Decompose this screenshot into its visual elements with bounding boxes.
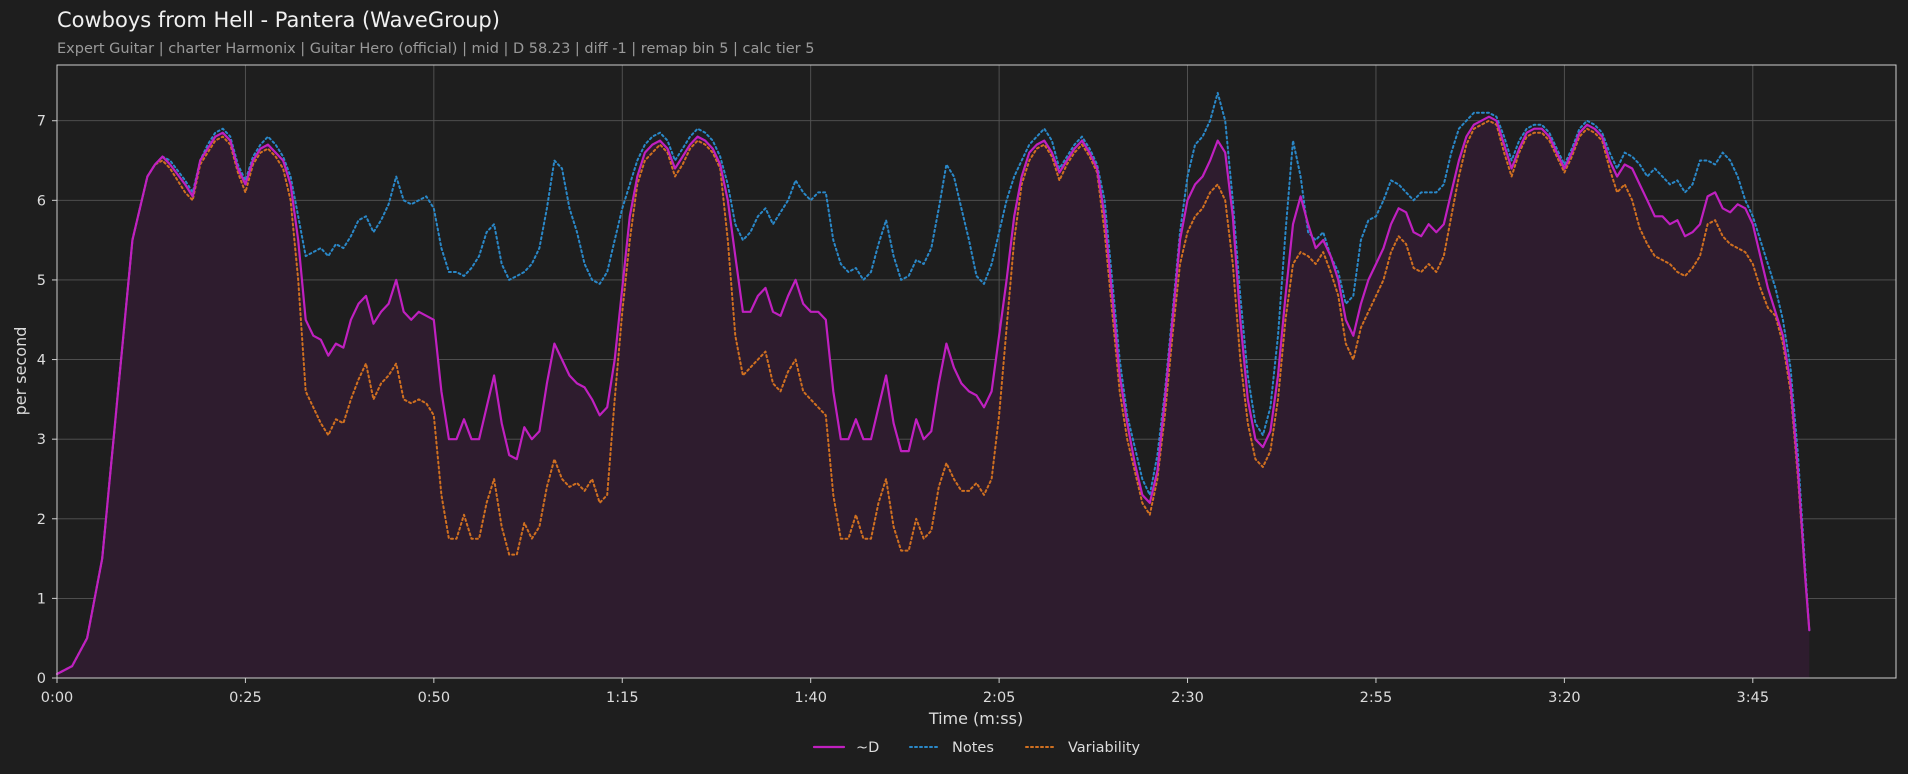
- chart-subtitle: Expert Guitar | charter Harmonix | Guita…: [57, 41, 815, 57]
- y-tick-label: 6: [37, 193, 46, 209]
- x-tick-label: 1:40: [794, 690, 827, 706]
- x-tick-label: 0:50: [418, 690, 451, 706]
- y-tick-label: 3: [37, 432, 46, 448]
- x-tick-label: 1:15: [606, 690, 639, 706]
- series-line-d: [55, 115, 1811, 676]
- x-axis-ticks: 0:00 0:25 0:50 1:15 1:40 2:05 2:30 2:55 3:20 3:45: [41, 678, 1769, 706]
- y-axis-label: per second: [11, 327, 30, 416]
- series-line-notes: [56, 91, 1811, 675]
- x-tick-label: 0:25: [229, 690, 262, 706]
- series-layer: [55, 91, 1811, 678]
- x-tick-label: 2:30: [1171, 690, 1204, 706]
- y-tick-label: 4: [37, 353, 46, 369]
- legend-label: ~D: [856, 740, 879, 756]
- x-tick-label: 2:05: [983, 690, 1016, 706]
- d-area-fill: [57, 116, 1810, 678]
- x-tick-label: 0:00: [41, 690, 74, 706]
- legend: ~D Notes Variability: [812, 740, 1141, 756]
- chart-title: Cowboys from Hell - Pantera (WaveGroup): [57, 8, 500, 32]
- plot-frame: [56, 64, 1897, 679]
- x-tick-label: 3:20: [1548, 690, 1581, 706]
- legend-label: Variability: [1068, 740, 1141, 756]
- y-tick-label: 5: [37, 273, 46, 289]
- y-axis-ticks: 0 1 2 3 4 5 6 7: [37, 114, 57, 687]
- y-tick-label: 1: [37, 591, 46, 607]
- x-tick-label: 3:45: [1737, 690, 1770, 706]
- x-axis-label: Time (m:ss): [928, 709, 1023, 728]
- y-tick-label: 2: [37, 512, 46, 528]
- y-tick-label: 0: [37, 671, 46, 687]
- y-tick-label: 7: [37, 114, 46, 130]
- legend-label: Notes: [952, 740, 994, 756]
- x-tick-label: 2:55: [1360, 690, 1393, 706]
- series-line-variability: [56, 119, 1811, 675]
